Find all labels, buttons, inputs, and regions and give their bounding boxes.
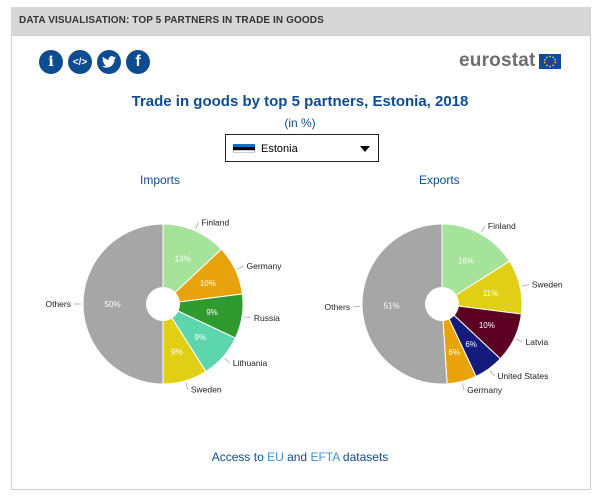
pie-leader-line xyxy=(489,370,495,377)
pie-leader-line xyxy=(516,338,523,343)
pie-leader-line xyxy=(243,316,251,319)
pie-value-label: 50% xyxy=(105,300,121,309)
chart-main-title: Trade in goods by top 5 partners, Estoni… xyxy=(131,93,469,110)
pie-category-label: Latvia xyxy=(526,337,549,347)
estonia-flag-icon xyxy=(233,144,255,153)
pie-category-label: Sweden xyxy=(532,280,563,290)
pie-category-label: Germany xyxy=(467,385,503,395)
imports-pie: 13% Finland 10% Germany 9% Russia 9% Lithuania 9… xyxy=(45,217,282,394)
info-icon[interactable]: i xyxy=(39,50,63,74)
pie-category-label: Russia xyxy=(254,313,280,323)
pie-value-label: 11% xyxy=(483,289,498,298)
chart-subtitle: (in %) xyxy=(284,116,316,130)
pie-slice-finland[interactable] xyxy=(441,223,511,305)
pie-value-label: 6% xyxy=(465,340,477,349)
pie-value-label: 16% xyxy=(458,257,474,266)
pie-category-label: Sweden xyxy=(191,384,222,394)
pie-category-label: Germany xyxy=(247,261,283,271)
footer-suffix: datasets xyxy=(339,450,389,464)
share-toolbar: i </> f xyxy=(39,50,150,74)
page-header: DATA VISUALISATION: TOP 5 PARTNERS IN TR… xyxy=(11,7,591,35)
pie-slice-others[interactable] xyxy=(361,223,448,385)
pie-category-label: Lithuania xyxy=(233,358,268,368)
country-select[interactable]: Estonia xyxy=(225,134,379,162)
donut-hole xyxy=(146,287,180,321)
pie-value-label: 10% xyxy=(479,321,495,330)
pie-value-label: 13% xyxy=(175,254,191,263)
pie-value-label: 9% xyxy=(171,348,183,357)
pie-leader-line xyxy=(237,265,244,270)
pie-slice-finland[interactable] xyxy=(162,223,223,306)
facebook-icon[interactable]: f xyxy=(126,50,150,74)
eurostat-logo: eurostat xyxy=(459,50,561,72)
logo-text: eurostat xyxy=(459,50,536,71)
country-select-value: Estonia xyxy=(261,143,298,155)
pie-category-label: Finland xyxy=(488,221,516,231)
dataset-access: Access to EU and EFTA datasets xyxy=(0,450,600,464)
pie-category-label: Finland xyxy=(201,217,229,227)
footer-and: and xyxy=(283,450,311,464)
pie-value-label: 51% xyxy=(384,302,400,311)
pie-leader-line xyxy=(462,383,465,391)
header-label: DATA VISUALISATION: TOP 5 PARTNERS IN TR… xyxy=(19,15,324,26)
twitter-icon[interactable] xyxy=(97,50,121,74)
exports-title: Exports xyxy=(419,173,460,187)
eu-flag-icon xyxy=(538,53,561,69)
pie-slice-others[interactable] xyxy=(82,223,164,385)
pie-leader-line xyxy=(224,357,230,364)
pie-value-label: 10% xyxy=(200,279,216,288)
footer-prefix: Access to xyxy=(211,450,268,464)
exports-pie: 16% Finland 11% Sweden 10% Latvia 6% United Sta… xyxy=(325,221,563,395)
embed-icon[interactable]: </> xyxy=(68,50,92,74)
pie-leader-line xyxy=(481,225,486,233)
pie-category-label: Others xyxy=(325,302,351,312)
pie-value-label: 9% xyxy=(206,308,218,317)
pie-category-label: Others xyxy=(45,299,71,309)
pie-leader-line xyxy=(185,382,189,390)
eu-datasets-link[interactable]: EU xyxy=(267,450,284,464)
pie-leader-line xyxy=(521,284,529,287)
efta-datasets-link[interactable]: EFTA xyxy=(310,450,340,464)
pie-value-label: 6% xyxy=(449,348,461,357)
imports-title: Imports xyxy=(140,173,181,187)
pie-value-label: 9% xyxy=(194,333,206,342)
pie-leader-line xyxy=(195,222,199,229)
pie-category-label: United States xyxy=(497,371,548,381)
donut-hole xyxy=(425,287,459,321)
chevron-down-icon[interactable] xyxy=(360,146,370,152)
